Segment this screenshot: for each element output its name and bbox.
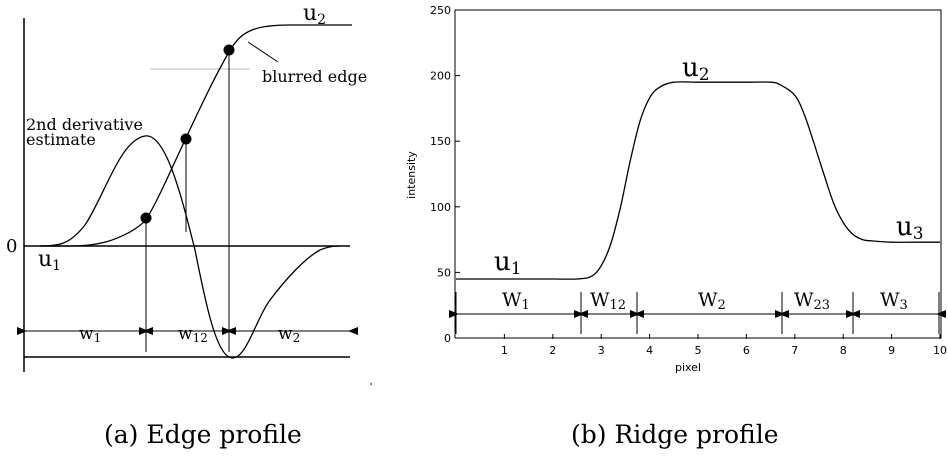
ridge-y-tick-label-1: 50 (437, 266, 451, 279)
edge-w2-label: w2 (278, 324, 300, 345)
ridge-w23-label: W23 (794, 289, 830, 313)
ridge-y-tick-label-4: 200 (430, 70, 451, 83)
edge-u2-label: u2 (303, 1, 326, 28)
ridge-w1-label: W1 (502, 289, 530, 313)
ridge-profile-curve (456, 81, 941, 280)
edge-w12-label: w12 (178, 324, 208, 345)
edge-zero-label: 0 (6, 236, 17, 257)
ridge-w2-label: W2 (698, 289, 726, 313)
ridge-y-tick-label-2: 100 (430, 201, 451, 214)
ridge-x-ticks: 1 2 3 4 5 6 7 8 9 10 (501, 334, 947, 357)
ridge-profile-panel: 0 50 100 150 200 250 1 2 3 4 5 6 7 8 9 10 intensity pi… (405, 4, 947, 449)
ridge-y-ticks: 0 50 100 150 200 250 (430, 4, 460, 345)
ridge-y-tick-label-3: 150 (430, 135, 451, 148)
ridge-u2-label: u2 (682, 53, 710, 85)
edge-u1-label: u1 (38, 247, 61, 274)
ridge-x-tick-label-5: 6 (743, 344, 750, 357)
ridge-x-tick-label-4: 5 (695, 344, 702, 357)
ridge-x-tick-label-2: 3 (598, 344, 605, 357)
blurred-edge-leader (247, 41, 279, 63)
ridge-x-tick-label-3: 4 (646, 344, 653, 357)
second-derivative-curve (39, 135, 341, 359)
ridge-x-tick-label-9: 10 (933, 344, 947, 357)
ridge-w12-label: W12 (590, 289, 626, 313)
ridge-x-axis-label: pixel (675, 361, 701, 374)
ridge-y-tick-label-5: 250 (430, 4, 451, 17)
ridge-y-tick-label-0: 0 (444, 332, 451, 345)
ridge-u3-label: u3 (896, 212, 924, 244)
edge-profile-panel: 0 u2 u1 blurred edge 2nd derivative esti… (6, 1, 372, 449)
ridge-y-axis-label: intensity (405, 151, 418, 199)
edge-profile-caption: (a) Edge profile (104, 420, 302, 449)
ridge-width-segments (449, 292, 946, 334)
ridge-x-tick-label-6: 7 (791, 344, 798, 357)
ridge-profile-caption: (b) Ridge profile (571, 420, 779, 449)
second-derivative-label-line2: estimate (26, 130, 96, 149)
blurred-edge-label: blurred edge (262, 67, 367, 86)
ridge-x-tick-label-8: 9 (888, 344, 895, 357)
ridge-w3-label: W3 (880, 289, 908, 313)
edge-w1-label: w1 (79, 324, 101, 345)
ridge-x-tick-label-7: 8 (840, 344, 847, 357)
ridge-x-tick-label-1: 2 (549, 344, 556, 357)
ridge-u1-label: u1 (494, 247, 522, 279)
ridge-x-tick-label-0: 1 (501, 344, 508, 357)
second-derivative-label-line1: 2nd derivative (26, 115, 143, 134)
